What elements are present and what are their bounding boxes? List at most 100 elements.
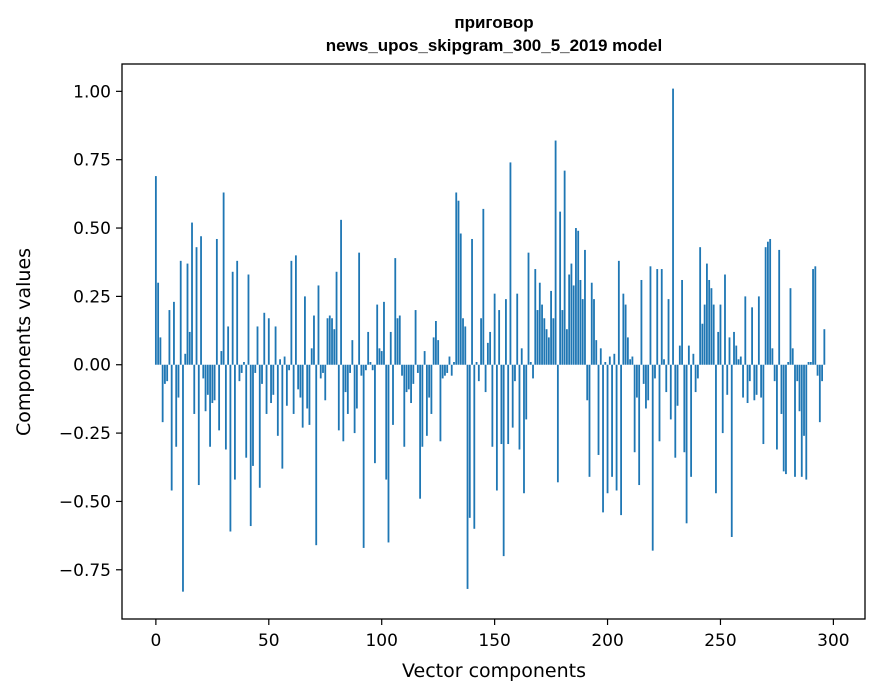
bar-4 — [164, 364, 166, 384]
bar-57 — [283, 356, 286, 365]
bar-293 — [816, 364, 819, 376]
x-tick-label: 0 — [150, 631, 161, 651]
bar-195 — [595, 340, 598, 365]
bar-3 — [161, 364, 164, 423]
bar-208 — [624, 304, 627, 365]
y-tick-label: −0.50 — [59, 492, 111, 512]
bar-151 — [495, 364, 498, 491]
bar-143 — [477, 364, 480, 382]
bar-144 — [480, 318, 482, 365]
bar-99 — [378, 348, 381, 365]
bar-5 — [166, 364, 169, 382]
bar-178 — [556, 364, 559, 483]
bar-216 — [642, 364, 645, 384]
y-tick-label: 0.00 — [73, 356, 111, 376]
bar-118 — [421, 364, 424, 447]
bar-184 — [570, 263, 573, 365]
chart-subtitle: news_upos_skipgram_300_5_2019 model — [326, 36, 662, 55]
x-axis-label: Vector components — [402, 660, 586, 682]
bar-263 — [748, 364, 751, 382]
bar-149 — [491, 364, 494, 447]
bar-21 — [202, 364, 205, 379]
bar-217 — [645, 364, 647, 409]
bar-234 — [683, 364, 686, 453]
bar-93 — [365, 364, 367, 371]
bar-33 — [229, 364, 232, 532]
bar-201 — [608, 356, 611, 365]
bar-246 — [710, 288, 713, 365]
bar-140 — [471, 238, 473, 365]
bar-2 — [159, 337, 162, 365]
bar-28 — [218, 364, 221, 431]
bar-152 — [498, 310, 501, 365]
bar-66 — [304, 296, 306, 365]
bar-34 — [231, 271, 234, 365]
bar-150 — [493, 293, 496, 365]
bar-282 — [791, 348, 794, 365]
bar-85 — [346, 364, 349, 414]
bar-128 — [444, 364, 446, 376]
bar-53 — [274, 326, 277, 365]
bar-52 — [272, 364, 275, 395]
bar-190 — [584, 249, 586, 365]
bar-276 — [778, 249, 781, 365]
bar-240 — [696, 364, 699, 379]
bar-102 — [385, 364, 388, 480]
bar-125 — [437, 340, 440, 365]
bar-23 — [206, 364, 209, 395]
bar-29 — [220, 351, 223, 365]
bar-232 — [678, 345, 681, 365]
bar-69 — [310, 348, 313, 365]
bar-157 — [509, 162, 512, 365]
bar-74 — [322, 364, 324, 373]
bar-244 — [706, 263, 708, 365]
bar-251 — [721, 364, 724, 434]
bar-136 — [462, 318, 464, 365]
bar-218 — [647, 364, 650, 401]
bar-71 — [315, 364, 318, 546]
bar-8 — [173, 301, 175, 365]
bar-270 — [764, 247, 767, 365]
bar-95 — [369, 362, 372, 365]
bar-17 — [193, 364, 196, 414]
bar-235 — [685, 364, 688, 524]
bar-49 — [265, 364, 268, 414]
bar-148 — [489, 331, 492, 365]
bar-280 — [787, 362, 790, 365]
bar-285 — [798, 364, 801, 412]
bar-48 — [263, 312, 266, 365]
bar-265 — [753, 364, 756, 401]
bar-46 — [258, 364, 261, 488]
bar-207 — [622, 293, 625, 365]
x-axis-ticks: 0 50 100 150 200 250 300 — [150, 619, 850, 651]
bar-73 — [319, 364, 322, 379]
bar-37 — [238, 364, 241, 382]
bar-267 — [757, 296, 760, 365]
bar-145 — [482, 208, 485, 365]
bar-273 — [771, 348, 774, 365]
bar-159 — [514, 364, 516, 382]
bar-292 — [814, 266, 817, 365]
bar-199 — [604, 362, 607, 365]
bar-78 — [331, 318, 333, 365]
y-tick-label: 0.50 — [73, 219, 111, 239]
bar-76 — [326, 318, 329, 365]
bar-153 — [500, 364, 503, 445]
x-tick-label: 250 — [704, 631, 736, 651]
bar-127 — [441, 364, 444, 379]
bar-158 — [511, 364, 514, 428]
bar-89 — [355, 364, 358, 409]
bar-12 — [182, 364, 184, 592]
bar-61 — [292, 364, 295, 414]
bar-154 — [502, 364, 505, 557]
bar-1 — [157, 282, 160, 365]
bar-268 — [760, 364, 763, 398]
bar-213 — [636, 364, 638, 398]
bar-165 — [527, 252, 530, 365]
bar-290 — [809, 362, 812, 365]
y-tick-label: 0.25 — [73, 287, 111, 307]
bar-94 — [367, 331, 370, 365]
bar-55 — [279, 359, 281, 365]
bar-170 — [538, 282, 541, 365]
